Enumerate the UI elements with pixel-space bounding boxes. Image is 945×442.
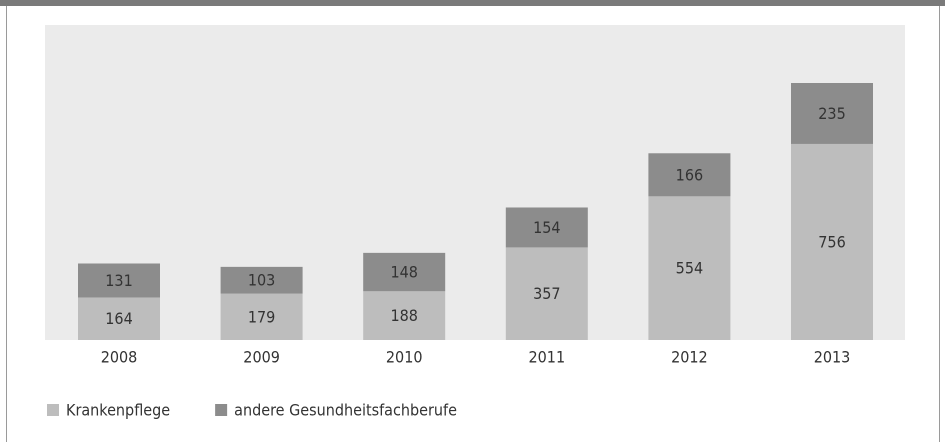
- data-label: 164: [105, 309, 132, 328]
- data-label: 179: [248, 307, 275, 326]
- data-label: 148: [390, 263, 417, 282]
- bar-segment: [363, 252, 446, 292]
- top-bar: [0, 0, 945, 6]
- bar-segment: [78, 297, 160, 340]
- data-label: 103: [248, 271, 275, 290]
- x-tick-label: 2008: [101, 348, 138, 367]
- bar-segment: [220, 266, 303, 294]
- data-label: 131: [105, 271, 132, 290]
- bar-segment: [220, 293, 303, 340]
- x-tick-label: 2012: [671, 348, 708, 367]
- legend-label: Krankenpflege: [66, 401, 170, 420]
- data-label: 235: [818, 104, 845, 123]
- bar-segment: [505, 207, 588, 248]
- legend-swatch: [215, 404, 228, 416]
- plot-background: [45, 25, 905, 340]
- data-label: 756: [818, 232, 845, 251]
- bar-segment: [791, 83, 873, 144]
- x-tick-label: 2010: [386, 348, 423, 367]
- legend-label: andere Gesundheitsfachberufe: [234, 401, 457, 420]
- x-tick-label: 2009: [243, 348, 280, 367]
- bar-segment: [648, 153, 731, 197]
- data-label: 357: [533, 284, 560, 303]
- bar-segment: [791, 143, 873, 340]
- x-tick-label: 2011: [528, 348, 565, 367]
- bar-segment: [505, 247, 588, 340]
- bar-segment: [363, 291, 446, 340]
- data-label: 166: [676, 165, 703, 184]
- legend-swatch: [47, 404, 59, 416]
- data-label: 154: [533, 218, 560, 237]
- bar-segment: [648, 196, 731, 340]
- data-label: 554: [676, 259, 703, 278]
- data-label: 188: [390, 306, 417, 325]
- bar-segment: [78, 263, 160, 298]
- x-tick-label: 2013: [814, 348, 851, 367]
